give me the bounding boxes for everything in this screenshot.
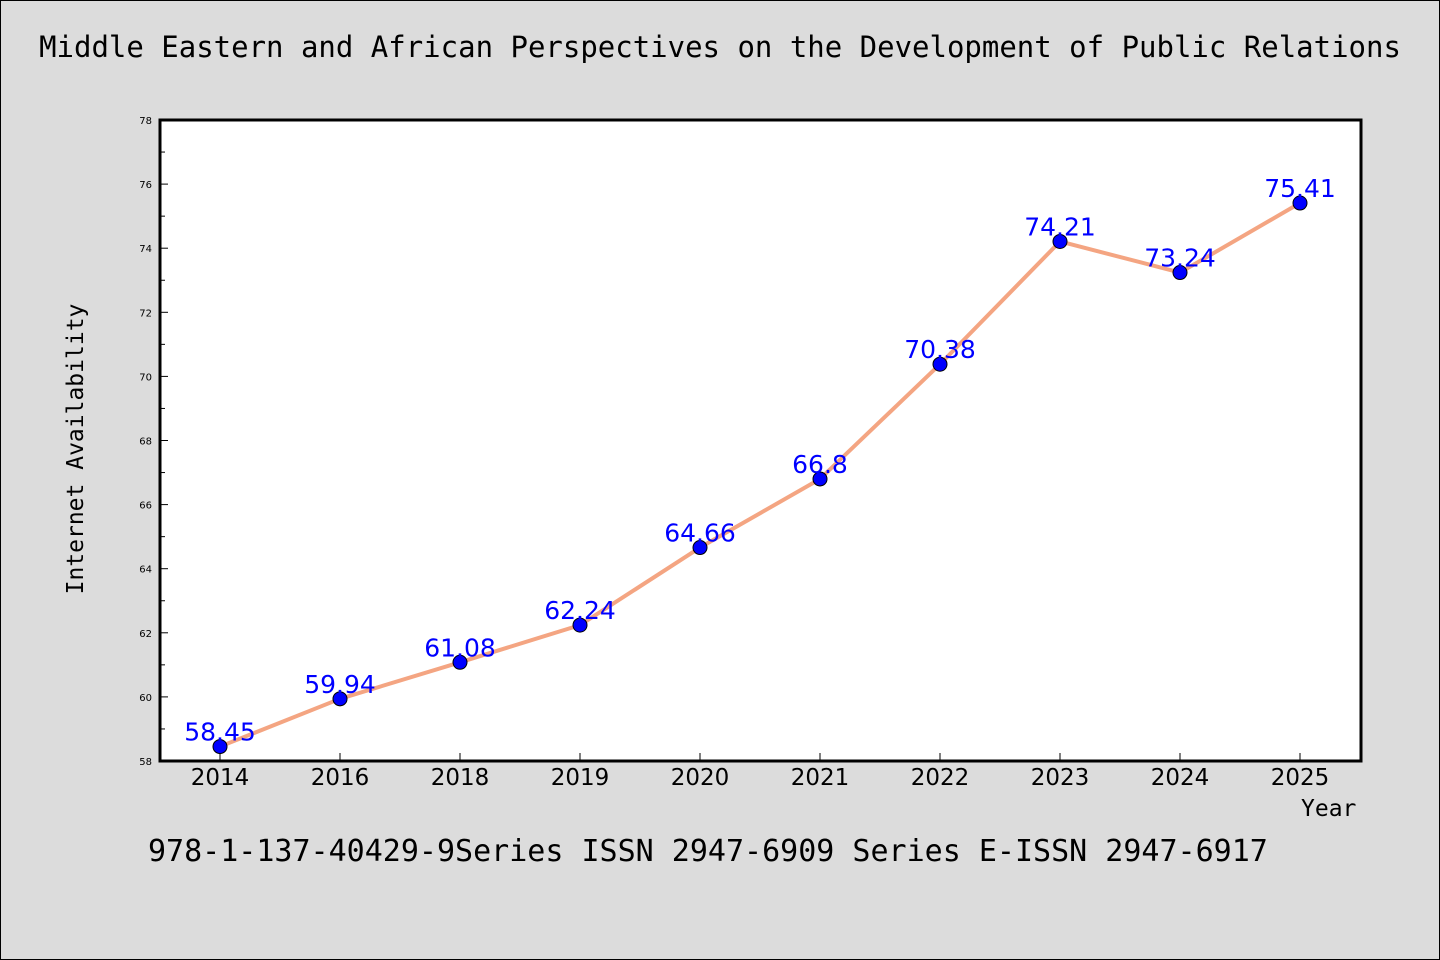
x-tick-label: 2023 (1031, 765, 1090, 791)
data-point (452, 654, 468, 670)
data-label: 62.24 (544, 596, 616, 625)
y-tick-label: 74 (139, 244, 152, 255)
data-point (1052, 233, 1068, 249)
data-point (1292, 195, 1308, 211)
data-label: 58.45 (184, 718, 256, 747)
data-label: 64.66 (664, 519, 736, 548)
data-label: 70.38 (904, 335, 976, 364)
series-line (218, 201, 1302, 749)
x-tick-label: 2014 (191, 765, 250, 791)
x-tick-label: 2020 (671, 765, 730, 791)
data-label: 74.21 (1024, 212, 1096, 241)
data-point (572, 617, 588, 633)
data-point (212, 739, 228, 755)
data-label: 61.08 (424, 633, 496, 662)
data-label: 66.8 (792, 450, 848, 479)
data-point (692, 540, 708, 556)
data-point (1172, 265, 1188, 281)
data-point (332, 691, 348, 707)
x-tick-label: 2022 (911, 765, 970, 791)
x-tick-label: 2019 (551, 765, 610, 791)
data-point (812, 471, 828, 487)
y-tick-label: 64 (139, 565, 152, 576)
x-tick-label: 2018 (431, 765, 490, 791)
y-tick-label: 58 (139, 757, 152, 768)
y-tick-label: 70 (139, 372, 152, 383)
footer-isbn-issn-text: 978-1-137-40429-9Series ISSN 2947-6909 S… (148, 834, 1268, 869)
x-tick-label: 2016 (311, 765, 370, 791)
y-tick-label: 66 (139, 501, 152, 512)
plot-area (158, 118, 1363, 763)
data-point (932, 356, 948, 372)
x-axis-label: Year (1301, 796, 1357, 822)
x-tick-label: 2024 (1151, 765, 1210, 791)
y-tick-label: 60 (139, 693, 152, 704)
y-tick-label: 76 (139, 180, 152, 191)
y-tick-label: 72 (139, 308, 152, 319)
y-tick-label: 78 (139, 116, 152, 127)
data-label: 73.24 (1144, 244, 1216, 273)
x-tick-label: 2021 (791, 765, 850, 791)
x-tick-label: 2025 (1271, 765, 1330, 791)
data-label: 59.94 (304, 670, 376, 699)
y-tick-label: 62 (139, 629, 152, 640)
data-label: 75.41 (1264, 174, 1336, 203)
chart-title: Middle Eastern and African Perspectives … (39, 30, 1401, 64)
y-tick-label: 68 (139, 437, 152, 448)
